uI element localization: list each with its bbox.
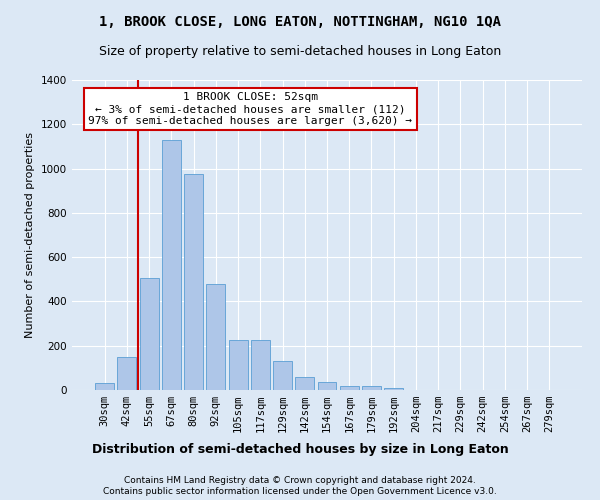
Text: 1, BROOK CLOSE, LONG EATON, NOTTINGHAM, NG10 1QA: 1, BROOK CLOSE, LONG EATON, NOTTINGHAM, … [99, 15, 501, 29]
Bar [229, 340, 248, 390]
Text: Distribution of semi-detached houses by size in Long Eaton: Distribution of semi-detached houses by … [92, 442, 508, 456]
Text: Contains public sector information licensed under the Open Government Licence v3: Contains public sector information licen… [103, 487, 497, 496]
Bar [295, 376, 314, 390]
Text: Size of property relative to semi-detached houses in Long Eaton: Size of property relative to semi-detach… [99, 45, 501, 58]
Bar [95, 384, 114, 390]
Bar [317, 382, 337, 390]
Bar [251, 340, 270, 390]
Bar [162, 140, 181, 390]
Bar [273, 361, 292, 390]
Bar [206, 284, 225, 390]
Bar [184, 174, 203, 390]
Bar [340, 386, 359, 390]
Y-axis label: Number of semi-detached properties: Number of semi-detached properties [25, 132, 35, 338]
Bar [362, 386, 381, 390]
Text: 1 BROOK CLOSE: 52sqm
← 3% of semi-detached houses are smaller (112)
97% of semi-: 1 BROOK CLOSE: 52sqm ← 3% of semi-detach… [89, 92, 413, 126]
Text: Contains HM Land Registry data © Crown copyright and database right 2024.: Contains HM Land Registry data © Crown c… [124, 476, 476, 485]
Bar [384, 388, 403, 390]
Bar [118, 357, 136, 390]
Bar [140, 278, 158, 390]
